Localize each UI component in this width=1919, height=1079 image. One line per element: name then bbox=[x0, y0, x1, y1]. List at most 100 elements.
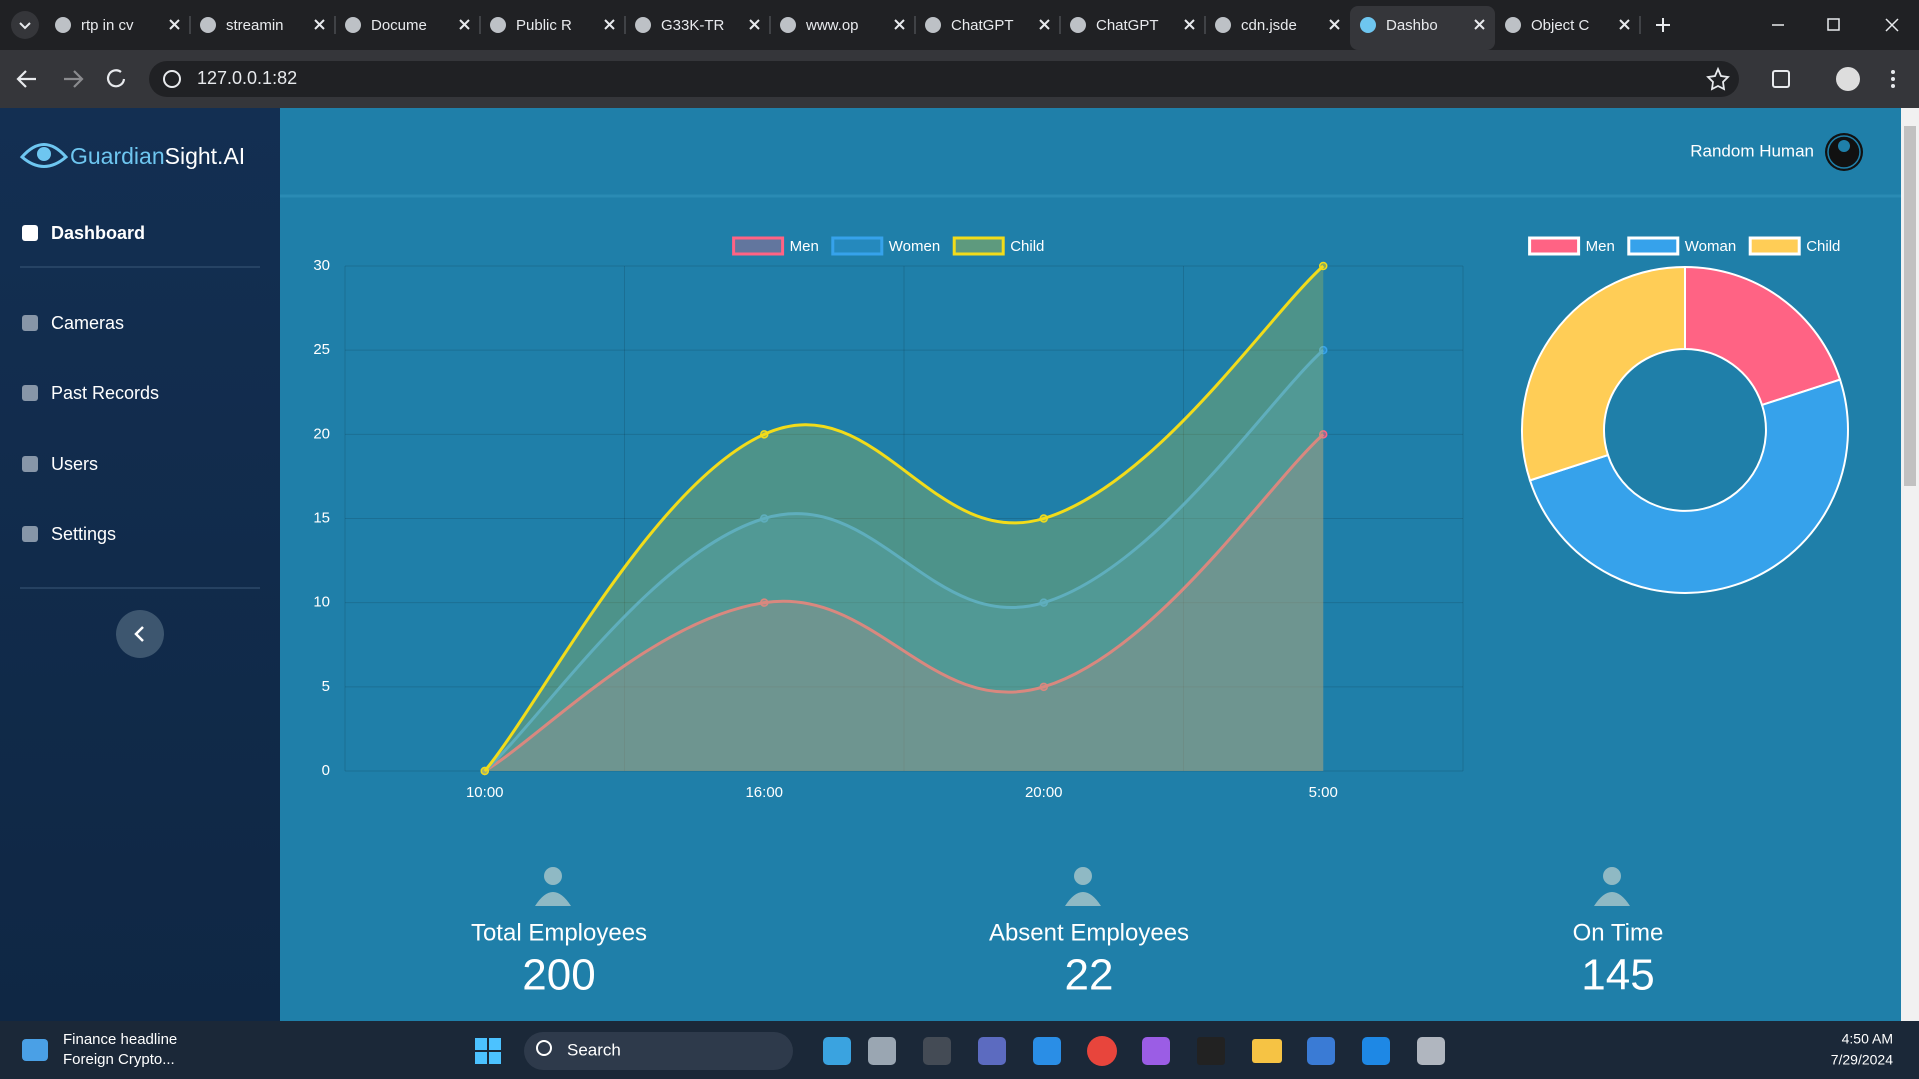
nav-item[interactable]: Dashboard bbox=[51, 223, 145, 243]
tab-close[interactable] bbox=[314, 19, 325, 30]
x-tick-label: 20:00 bbox=[1025, 784, 1063, 801]
line bbox=[483, 349, 1325, 773]
tab-title[interactable]: Object C bbox=[1531, 17, 1590, 34]
legend-label[interactable]: Woman bbox=[1685, 238, 1736, 255]
back-button[interactable] bbox=[16, 70, 36, 88]
point[interactable] bbox=[760, 430, 769, 439]
tab-close[interactable] bbox=[604, 19, 615, 30]
tab-search[interactable] bbox=[11, 11, 39, 39]
y-tick-label: 25 bbox=[313, 341, 330, 358]
tab-title[interactable]: streamin bbox=[226, 17, 284, 34]
tab-title[interactable]: Public R bbox=[516, 17, 572, 34]
tab-title[interactable]: ChatGPT bbox=[1096, 17, 1159, 34]
brand: GuardianSight.AI bbox=[70, 143, 245, 169]
point[interactable] bbox=[1039, 682, 1048, 692]
scrollbar-thumb[interactable] bbox=[1904, 126, 1916, 486]
extensions[interactable] bbox=[1772, 70, 1790, 88]
tab-close[interactable] bbox=[1039, 19, 1050, 30]
icon-part bbox=[1065, 892, 1101, 906]
legend-swatch bbox=[1748, 236, 1801, 256]
user-name[interactable]: Random Human bbox=[1690, 141, 1814, 160]
legend-label[interactable]: Women bbox=[889, 238, 940, 255]
tab-close[interactable] bbox=[894, 19, 905, 30]
collapse-button[interactable] bbox=[116, 610, 164, 658]
point[interactable] bbox=[1319, 345, 1328, 355]
legend-label[interactable]: Child bbox=[1806, 238, 1840, 255]
icon-part bbox=[535, 892, 571, 906]
legend-swatch bbox=[952, 236, 1005, 256]
new-tab[interactable] bbox=[1656, 18, 1670, 32]
doughnut-slice[interactable] bbox=[1684, 265, 1842, 407]
news-icon[interactable] bbox=[22, 1039, 48, 1061]
x-tick-label: 16:00 bbox=[745, 784, 783, 801]
site-info-icon[interactable] bbox=[163, 70, 181, 88]
tab-close[interactable] bbox=[749, 19, 760, 30]
tab-favicon bbox=[1505, 17, 1521, 33]
y-tick-label: 5 bbox=[322, 678, 330, 695]
point[interactable] bbox=[1319, 430, 1328, 439]
x-tick-label: 5:00 bbox=[1309, 784, 1338, 801]
tab-title[interactable]: cdn.jsde bbox=[1241, 17, 1297, 34]
y-tick-label: 30 bbox=[313, 257, 330, 274]
address[interactable]: 127.0.0.1:82 bbox=[197, 68, 297, 88]
tab-close[interactable] bbox=[1184, 19, 1195, 30]
area bbox=[484, 434, 1324, 771]
start-button[interactable] bbox=[475, 1038, 501, 1064]
reload-button[interactable] bbox=[106, 69, 126, 88]
line bbox=[483, 433, 1325, 773]
y-tick-label: 0 bbox=[322, 762, 330, 779]
news-title[interactable]: Finance headline bbox=[63, 1031, 177, 1048]
tab-close[interactable] bbox=[1474, 19, 1485, 30]
profile[interactable] bbox=[1836, 67, 1860, 91]
tab-close[interactable] bbox=[459, 19, 470, 30]
search-label[interactable]: Search bbox=[567, 1040, 621, 1059]
nav-item[interactable]: Cameras bbox=[51, 313, 124, 333]
menu[interactable] bbox=[1891, 70, 1895, 88]
logo-pupil bbox=[37, 147, 51, 161]
omnibox[interactable] bbox=[149, 61, 1739, 97]
forward-button[interactable] bbox=[64, 70, 84, 88]
point[interactable] bbox=[760, 598, 769, 607]
legend: Men Women Child bbox=[732, 236, 1044, 256]
area bbox=[484, 350, 1324, 771]
tab-title[interactable]: ChatGPT bbox=[951, 17, 1014, 34]
point[interactable] bbox=[1039, 598, 1048, 607]
nav-item[interactable]: Settings bbox=[51, 524, 116, 544]
search-icon bbox=[536, 1040, 552, 1056]
taskbar-apps[interactable] bbox=[823, 1036, 1445, 1066]
doughnut-slice[interactable] bbox=[1528, 378, 1849, 594]
avatar-head bbox=[1838, 140, 1850, 152]
legend-swatch bbox=[1627, 236, 1680, 256]
tab-close[interactable] bbox=[169, 19, 180, 30]
tab-favicon bbox=[635, 17, 651, 33]
point[interactable] bbox=[1039, 514, 1048, 523]
tab-title[interactable]: Docume bbox=[371, 17, 427, 34]
tab-close[interactable] bbox=[1619, 19, 1630, 30]
point[interactable] bbox=[480, 766, 489, 776]
nav-icon bbox=[22, 385, 38, 401]
legend-label[interactable]: Men bbox=[1586, 238, 1615, 255]
stat-value: 200 bbox=[522, 951, 595, 1000]
doughnut-slice[interactable] bbox=[1521, 265, 1686, 482]
news-text[interactable]: Foreign Crypto... bbox=[63, 1051, 175, 1068]
nav-item[interactable]: Past Records bbox=[51, 383, 159, 403]
legend-label[interactable]: Men bbox=[790, 238, 819, 255]
legend-label[interactable]: Child bbox=[1010, 238, 1044, 255]
active-tab[interactable] bbox=[1350, 6, 1495, 50]
window-controls[interactable] bbox=[1772, 18, 1899, 32]
tab-title[interactable]: G33K-TR bbox=[661, 17, 725, 34]
legend-swatch bbox=[732, 236, 785, 256]
stat-value: 145 bbox=[1581, 951, 1654, 1000]
nav-item[interactable]: Users bbox=[51, 454, 98, 474]
tab-title[interactable]: www.op bbox=[805, 17, 859, 34]
search-box[interactable] bbox=[524, 1032, 793, 1070]
bookmark-star[interactable] bbox=[1706, 66, 1730, 91]
brand-suffix: Sight.AI bbox=[165, 143, 246, 169]
point[interactable] bbox=[1319, 261, 1328, 271]
tab-title[interactable]: rtp in cv bbox=[81, 17, 134, 34]
x-tick-label: 10:00 bbox=[466, 784, 504, 801]
tab-title[interactable]: Dashbo bbox=[1386, 17, 1438, 34]
tab-close[interactable] bbox=[1329, 19, 1340, 30]
point[interactable] bbox=[760, 514, 769, 523]
